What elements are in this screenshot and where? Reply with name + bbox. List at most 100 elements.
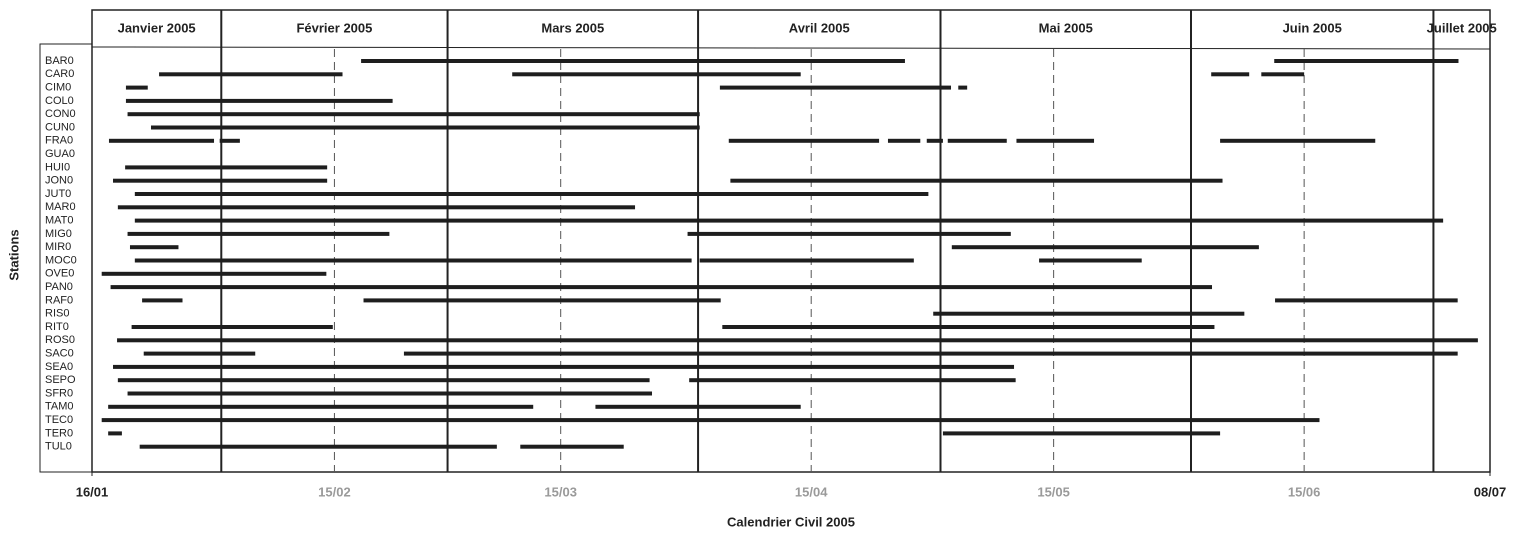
- availability-bar: [947, 138, 1007, 143]
- availability-bar: [1211, 72, 1250, 77]
- availability-bar: [117, 378, 650, 383]
- station-label: CAR0: [45, 68, 74, 80]
- month-label: Juillet 2005: [1427, 20, 1497, 35]
- availability-bar: [139, 444, 497, 449]
- availability-bar: [134, 192, 929, 196]
- availability-bar: [1274, 59, 1459, 63]
- x-tick-label: 16/01: [76, 484, 109, 499]
- x-tick-label: 15/05: [1037, 484, 1070, 499]
- availability-bar: [127, 391, 653, 396]
- availability-bar: [134, 218, 1444, 223]
- availability-bar: [1220, 138, 1376, 143]
- availability-bar: [951, 245, 1259, 250]
- x-tick-label: 15/02: [318, 484, 351, 499]
- availability-bar: [512, 72, 801, 77]
- x-tick-label: 15/03: [544, 484, 577, 499]
- availability-bar: [687, 231, 1011, 236]
- x-tick-label: 15/06: [1288, 484, 1321, 499]
- availability-bar: [108, 404, 534, 409]
- availability-bar: [1261, 72, 1305, 77]
- availability-bar: [113, 364, 1015, 369]
- station-label: RAF0: [45, 294, 73, 306]
- month-label: Janvier 2005: [118, 20, 196, 35]
- station-label: OVE0: [45, 268, 74, 280]
- availability-bar: [728, 138, 880, 143]
- availability-bar: [129, 245, 179, 250]
- availability-bar: [520, 444, 624, 449]
- station-label: CUN0: [45, 121, 75, 133]
- availability-bar: [150, 125, 700, 130]
- availability-bar: [1275, 298, 1458, 303]
- station-label: TEC0: [45, 414, 73, 426]
- availability-bar: [143, 351, 256, 356]
- station-label: TAM0: [45, 401, 74, 413]
- station-label: TER0: [45, 427, 73, 439]
- availability-bar: [595, 404, 801, 409]
- station-label: MIR0: [45, 241, 71, 253]
- availability-bar: [117, 205, 636, 210]
- station-label: HUI0: [45, 161, 70, 173]
- availability-bar: [131, 325, 333, 329]
- station-label: JUT0: [45, 188, 71, 200]
- availability-bar: [933, 311, 1245, 316]
- station-label: RIS0: [45, 308, 69, 320]
- availability-bar: [926, 138, 943, 143]
- header-line: [91, 46, 1491, 50]
- station-label: PAN0: [45, 281, 73, 293]
- availability-bar: [1039, 258, 1142, 263]
- station-label: MOC0: [45, 254, 77, 266]
- station-label: CON0: [45, 108, 76, 120]
- availability-bar: [942, 431, 1221, 436]
- station-box: [39, 43, 93, 473]
- availability-bar: [113, 178, 328, 183]
- availability-bar: [719, 85, 952, 90]
- availability-bar: [722, 325, 1215, 329]
- station-label: ROS0: [45, 334, 75, 346]
- availability-bar: [403, 351, 1458, 356]
- station-label: SEPO: [45, 374, 76, 386]
- station-label: SEA0: [45, 361, 73, 373]
- station-label: GUA0: [45, 148, 75, 160]
- availability-bar: [159, 72, 343, 77]
- availability-bar: [730, 178, 1223, 183]
- availability-bar: [699, 258, 914, 263]
- station-label: SFR0: [45, 387, 73, 399]
- station-label: JON0: [45, 175, 73, 187]
- y-axis-label: Stations: [6, 229, 21, 280]
- availability-bar: [1016, 138, 1095, 143]
- station-label: TUL0: [45, 441, 72, 453]
- availability-bar: [108, 431, 122, 436]
- station-label: RIT0: [45, 321, 69, 333]
- availability-bar: [101, 271, 327, 276]
- availability-bar: [134, 258, 692, 263]
- availability-bar: [101, 418, 1320, 423]
- month-label: Juin 2005: [1283, 20, 1342, 35]
- x-tick-label: 08/07: [1474, 484, 1507, 499]
- availability-bar: [689, 378, 1016, 383]
- availability-bar: [887, 138, 921, 143]
- availability-bar: [125, 165, 328, 170]
- station-label: CIM0: [45, 82, 71, 94]
- station-label: MIG0: [45, 228, 72, 240]
- x-tick-label: 15/04: [795, 484, 828, 499]
- month-label: Février 2005: [296, 20, 372, 35]
- availability-bar: [110, 285, 1213, 290]
- availability-bar: [125, 85, 148, 90]
- month-label: Mai 2005: [1039, 20, 1093, 35]
- station-label: MAR0: [45, 201, 76, 213]
- availability-bar: [219, 138, 240, 143]
- availability-bar: [125, 98, 393, 103]
- availability-bar: [142, 298, 183, 303]
- availability-bar: [117, 338, 1478, 343]
- availability-bar: [361, 59, 905, 63]
- station-label: BAR0: [45, 55, 74, 67]
- availability-bar: [127, 231, 390, 236]
- station-label: MAT0: [45, 215, 74, 227]
- station-label: COL0: [45, 95, 74, 107]
- station-label: SAC0: [45, 348, 74, 360]
- availability-bar: [127, 112, 700, 117]
- availability-bar: [108, 138, 215, 143]
- availability-bar: [958, 85, 968, 90]
- x-axis-label: Calendrier Civil 2005: [727, 514, 855, 529]
